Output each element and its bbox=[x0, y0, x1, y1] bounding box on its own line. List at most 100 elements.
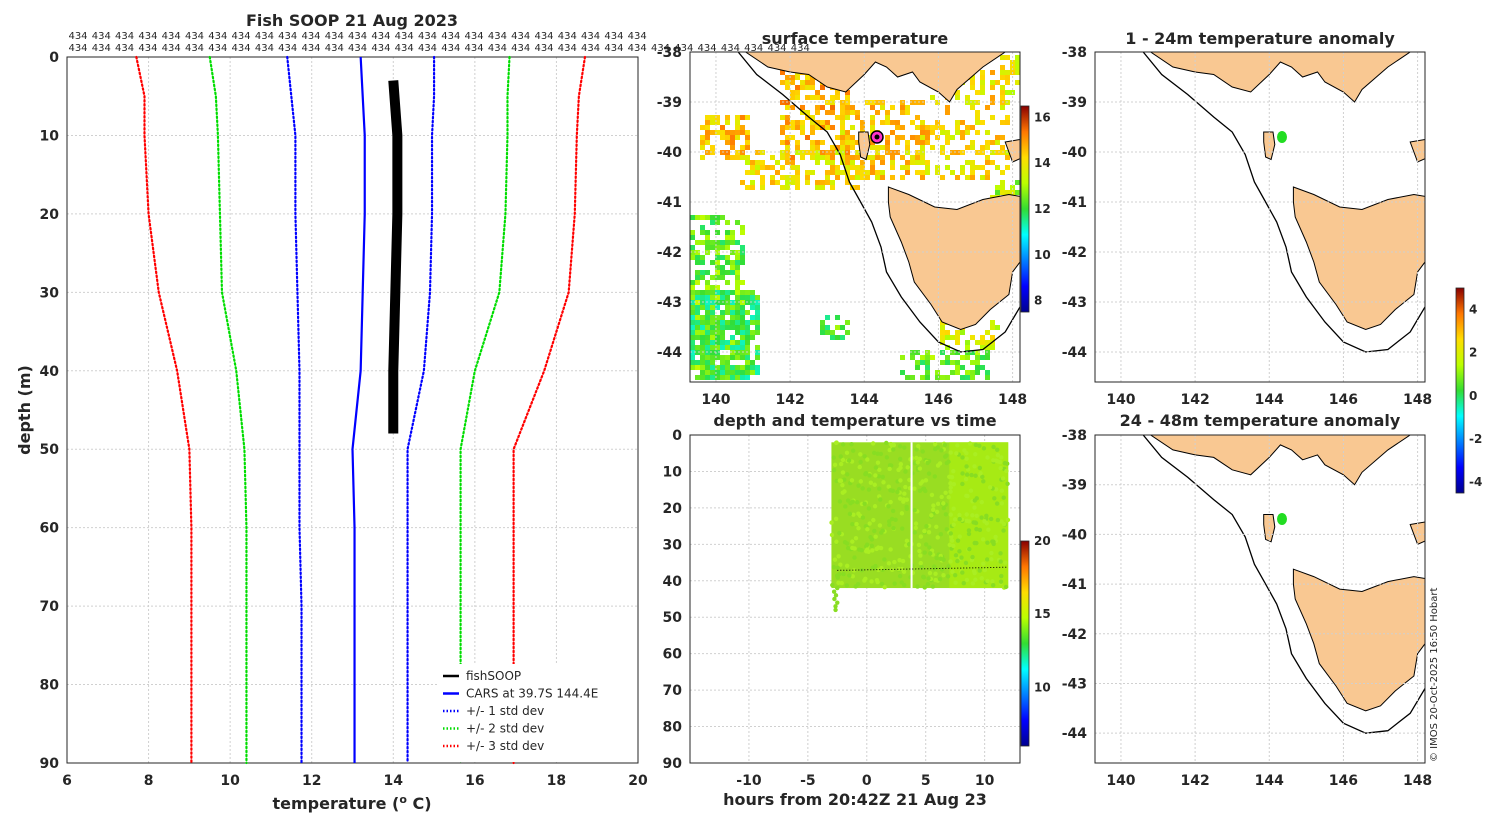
sst-marker bbox=[870, 130, 884, 144]
sst-pixel bbox=[1005, 155, 1010, 160]
sst-pixel bbox=[970, 350, 975, 355]
depth-time-point bbox=[897, 558, 902, 563]
sst-pixel bbox=[960, 365, 965, 370]
profile-x-tick: 6 bbox=[62, 773, 72, 789]
depth-time-point bbox=[948, 450, 953, 455]
sst-pixel bbox=[980, 175, 985, 180]
sst-pixel bbox=[745, 140, 750, 145]
sst-pixel bbox=[690, 295, 695, 300]
sst-pixel bbox=[795, 180, 800, 185]
sst-pixel bbox=[890, 175, 895, 180]
sst-pixel bbox=[725, 260, 730, 265]
profile-count-label: 434 bbox=[534, 31, 553, 42]
anomaly-top-marker bbox=[1277, 131, 1287, 143]
sst-pixel bbox=[915, 160, 920, 165]
sst-pixel bbox=[740, 180, 745, 185]
sst-pixel bbox=[805, 110, 810, 115]
sst-pixel bbox=[835, 335, 840, 340]
sst-pixel bbox=[795, 150, 800, 155]
sst-pixel bbox=[790, 180, 795, 185]
sst-pixel bbox=[740, 230, 745, 235]
sst-pixel bbox=[725, 320, 730, 325]
sst-pixel bbox=[935, 125, 940, 130]
depth-time-y-tick: 0 bbox=[672, 428, 682, 444]
depth-time-point bbox=[832, 596, 837, 602]
sst-pixel bbox=[845, 115, 850, 120]
depth-time-point bbox=[904, 506, 909, 512]
depth-time-point bbox=[838, 461, 844, 467]
sst-pixel bbox=[990, 150, 995, 155]
sst-pixel bbox=[730, 260, 735, 265]
sst-pixel bbox=[1005, 115, 1010, 120]
profile-count-label: 434 bbox=[348, 43, 367, 54]
sst-pixel bbox=[735, 250, 740, 255]
sst-pixel bbox=[735, 150, 740, 155]
sst-pixel bbox=[745, 295, 750, 300]
sst-pixel bbox=[690, 290, 695, 295]
depth-time-point bbox=[854, 521, 859, 527]
sst-pixel bbox=[710, 285, 715, 290]
sst-pixel bbox=[765, 165, 770, 170]
depth-time-point bbox=[970, 554, 975, 560]
sst-pixel bbox=[975, 100, 980, 105]
sst-pixel bbox=[910, 355, 915, 360]
depth-time-point bbox=[877, 523, 883, 528]
sst-colorbar: 8 10 12 14 16 bbox=[1020, 105, 1051, 313]
sst-pixel bbox=[815, 160, 820, 165]
sst-pixel bbox=[910, 135, 915, 140]
sst-pixel bbox=[745, 335, 750, 340]
sst-pixel bbox=[970, 80, 975, 85]
sst-pixel bbox=[720, 130, 725, 135]
depth-time-point bbox=[977, 443, 982, 448]
sst-pixel bbox=[710, 260, 715, 265]
sst-pixel bbox=[890, 165, 895, 170]
sst-pixel bbox=[705, 365, 710, 370]
sst-pixel bbox=[795, 170, 800, 175]
sst-pixel bbox=[705, 360, 710, 365]
sst-pixel bbox=[770, 165, 775, 170]
profile-series-line bbox=[406, 55, 436, 765]
depth-time-point bbox=[922, 550, 927, 555]
sst-pixel bbox=[745, 345, 750, 350]
depth-time-point bbox=[944, 527, 949, 532]
sst-pixel bbox=[940, 340, 945, 345]
depth-time-point bbox=[878, 497, 883, 502]
depth-time-point bbox=[964, 577, 970, 583]
sst-pixel bbox=[800, 125, 805, 130]
profile-count-label: 434 bbox=[558, 43, 577, 54]
depth-time-point bbox=[981, 446, 987, 451]
sst-pixel bbox=[690, 280, 695, 285]
depth-time-point bbox=[835, 585, 840, 591]
depth-time-point bbox=[872, 565, 877, 571]
sst-pixel bbox=[860, 165, 865, 170]
depth-time-point bbox=[833, 440, 839, 445]
depth-time-point bbox=[924, 523, 929, 529]
depth-time-point bbox=[948, 559, 953, 564]
depth-time-point bbox=[853, 536, 859, 541]
sst-pixel bbox=[830, 145, 835, 150]
depth-time-point bbox=[870, 548, 875, 553]
sst-pixel bbox=[720, 310, 725, 315]
sst-pixel bbox=[870, 145, 875, 150]
sst-pixel bbox=[720, 365, 725, 370]
depth-time-point bbox=[862, 501, 867, 506]
sst-pixel bbox=[710, 365, 715, 370]
sst-pixel bbox=[785, 75, 790, 80]
sst-pixel bbox=[700, 140, 705, 145]
depth-time-point bbox=[891, 447, 896, 452]
sst-pixel bbox=[960, 375, 965, 380]
sst-pixel bbox=[750, 360, 755, 365]
sst-pixel bbox=[705, 305, 710, 310]
sst-pixel bbox=[735, 355, 740, 360]
sst-pixel bbox=[695, 310, 700, 315]
sst-pixel bbox=[925, 355, 930, 360]
sst-pixel bbox=[915, 170, 920, 175]
depth-time-point bbox=[871, 517, 876, 523]
sst-pixel bbox=[1015, 190, 1020, 195]
sst-pixel bbox=[760, 180, 765, 185]
sst-pixel bbox=[845, 95, 850, 100]
sst-pixel bbox=[805, 85, 810, 90]
sst-pixel bbox=[785, 115, 790, 120]
sst-pixel bbox=[965, 370, 970, 375]
depth-time-point bbox=[955, 558, 960, 564]
